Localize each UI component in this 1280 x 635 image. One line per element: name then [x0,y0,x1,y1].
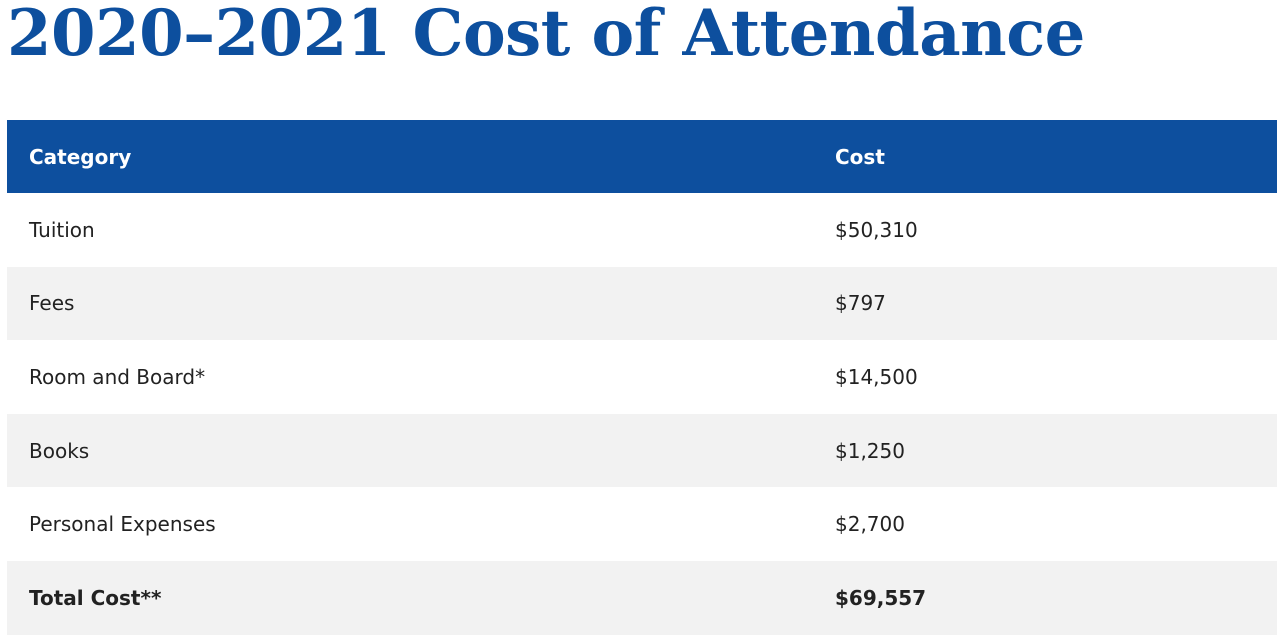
table-body: Tuition $50,310 Fees $797 Room and Board… [7,193,1277,635]
table-row-room-and-board: Room and Board* $14,500 [7,340,1277,414]
category-cell: Books [29,438,90,463]
page-title: 2020–2021 Cost of Attendance [7,0,1085,71]
cost-of-attendance-table: Category Cost Tuition $50,310 Fees $797 … [7,120,1277,635]
category-cell: Tuition [29,217,95,242]
table-row-total: Total Cost** $69,557 [7,560,1277,635]
table-row-books: Books $1,250 [7,413,1277,488]
total-category-cell: Total Cost** [29,585,162,610]
table-row-tuition: Tuition $50,310 [7,193,1277,267]
total-cost-cell: $69,557 [835,585,927,610]
cost-cell: $50,310 [835,217,918,242]
table-row-fees: Fees $797 [7,266,1277,341]
category-cell: Fees [29,291,75,316]
category-cell: Personal Expenses [29,512,216,537]
cost-cell: $14,500 [835,364,918,389]
cost-cell: $1,250 [835,438,905,463]
table-row-personal-expenses: Personal Expenses $2,700 [7,487,1277,561]
table-header-row: Category Cost [7,120,1277,193]
cost-cell: $2,700 [835,512,905,537]
header-cost: Cost [835,144,885,169]
cost-cell: $797 [835,291,886,316]
header-category: Category [29,144,132,169]
category-cell: Room and Board* [29,364,206,389]
